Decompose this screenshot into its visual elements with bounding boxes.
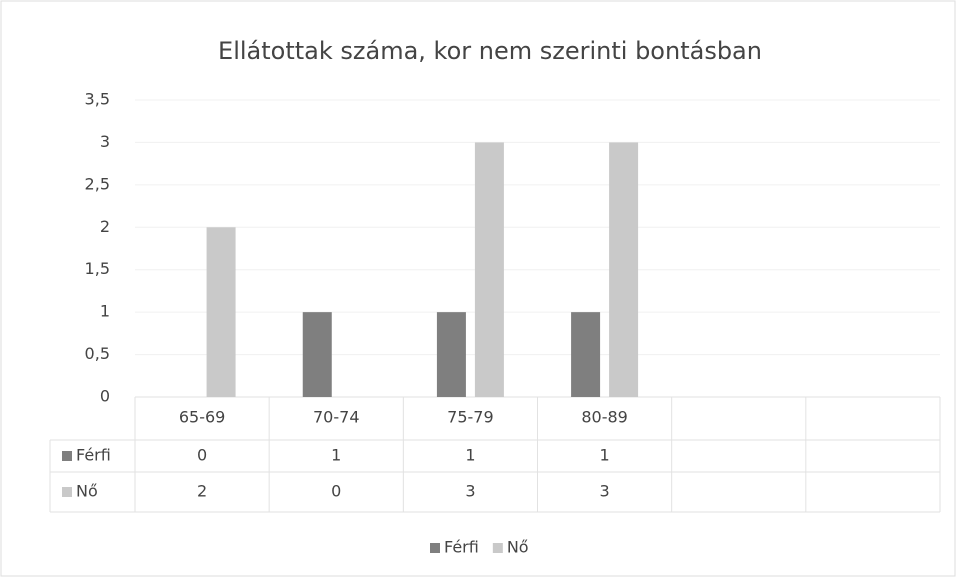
- x-tick-label: 80-89: [581, 408, 628, 427]
- y-tick-label: 0,5: [85, 344, 110, 363]
- legend-key: [492, 543, 503, 553]
- table-cell: 3: [599, 482, 609, 501]
- table-legend-key: [62, 487, 72, 497]
- chart-title: Ellátottak száma, kor nem szerinti bontá…: [218, 37, 762, 65]
- x-tick-label: 70-74: [313, 408, 360, 427]
- legend-key: [430, 543, 440, 553]
- table-cell: 1: [465, 446, 475, 465]
- y-tick-label: 1: [100, 302, 110, 321]
- table-legend-key: [62, 451, 72, 461]
- bar: [571, 312, 601, 397]
- y-tick-label: 2: [100, 217, 110, 236]
- x-tick-label: 65-69: [179, 408, 226, 427]
- bar: [206, 227, 236, 397]
- y-tick-label: 0: [100, 387, 110, 406]
- y-tick-label: 3: [100, 132, 110, 151]
- table-cell: 0: [197, 446, 207, 465]
- y-tick-label: 1,5: [85, 259, 110, 278]
- table-series-name: Nő: [76, 482, 98, 501]
- y-tick-label: 2,5: [85, 174, 110, 193]
- legend-label: Férfi: [444, 538, 479, 557]
- bar: [302, 312, 332, 397]
- bar: [436, 312, 466, 397]
- x-tick-label: 75-79: [447, 408, 494, 427]
- legend-label: Nő: [507, 538, 529, 557]
- table-cell: 1: [331, 446, 341, 465]
- y-tick-label: 3,5: [85, 90, 110, 109]
- table-series-name: Férfi: [76, 446, 111, 465]
- bar: [609, 142, 639, 397]
- bar: [474, 142, 504, 397]
- table-cell: 2: [197, 482, 207, 501]
- table-cell: 3: [465, 482, 475, 501]
- table-cell: 1: [599, 446, 609, 465]
- table-cell: 0: [331, 482, 341, 501]
